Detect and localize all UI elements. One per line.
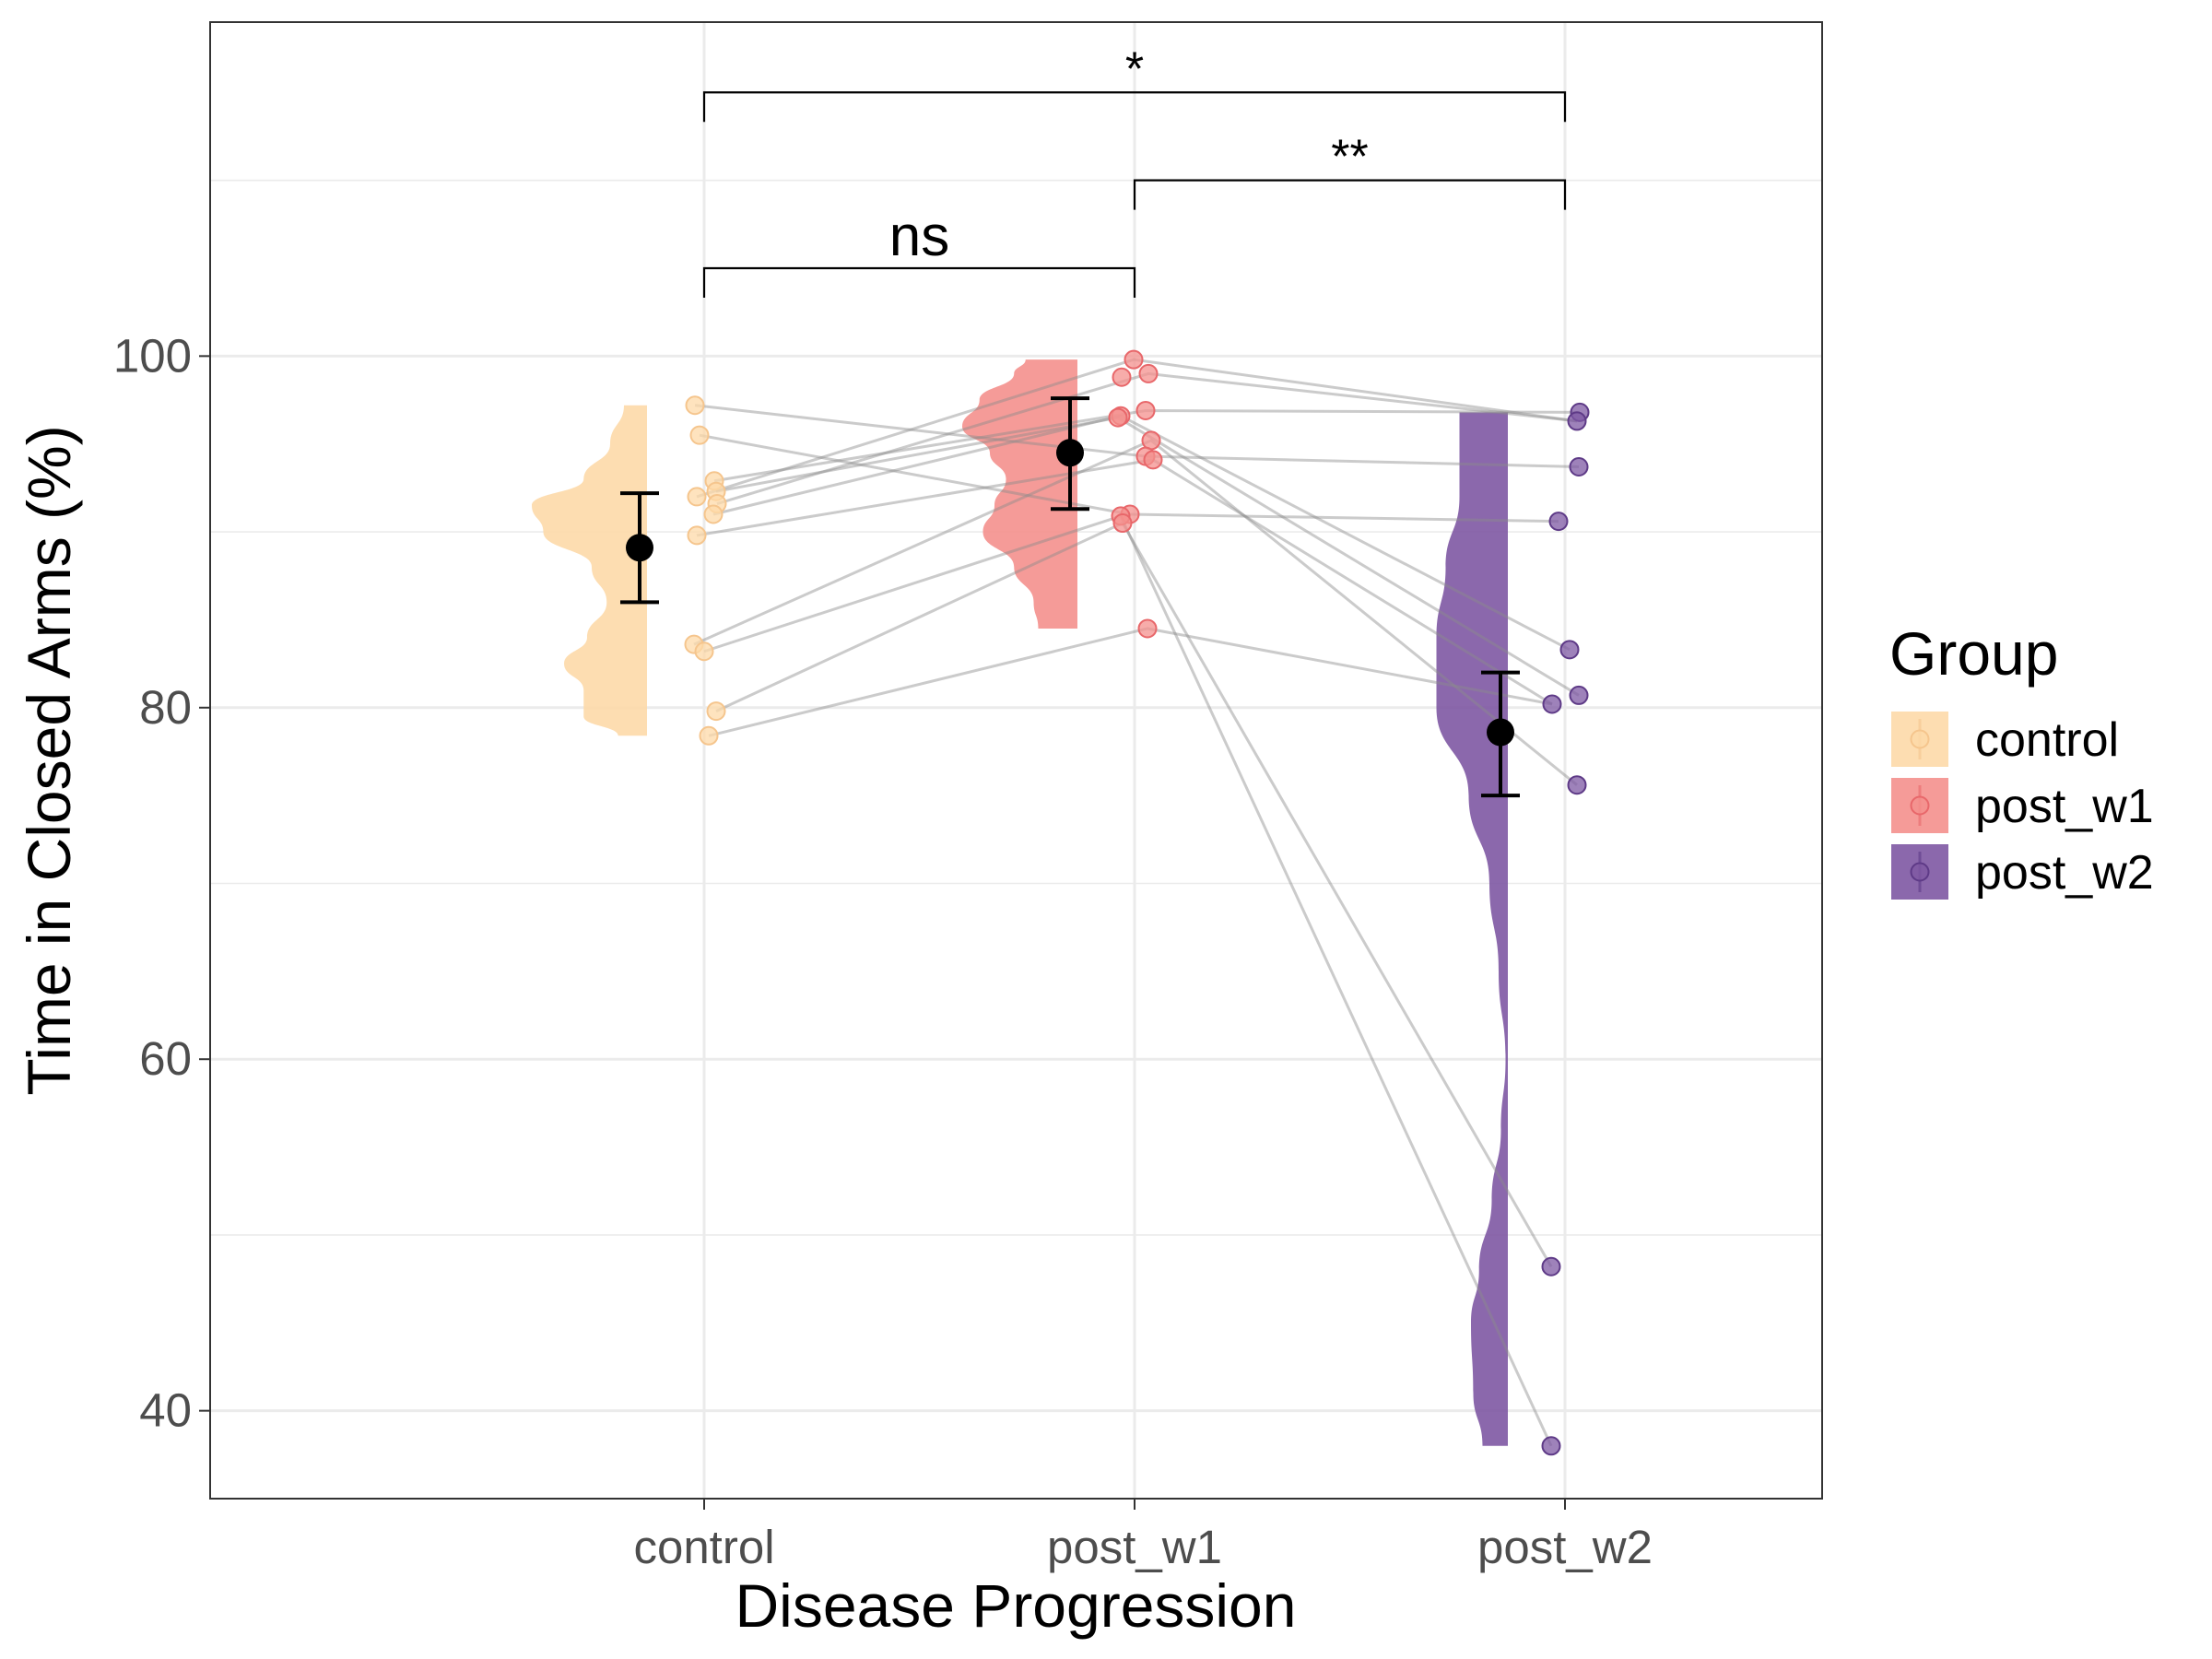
point-control-8 <box>687 525 707 546</box>
point-post_w1-3 <box>1112 367 1132 387</box>
point-post_w1-6 <box>1108 407 1128 428</box>
legend-label-post_w2: post_w2 <box>1975 846 2154 900</box>
y-tick-label-60: 60 <box>139 1032 192 1085</box>
legend-label-control: control <box>1975 713 2119 767</box>
point-post_w2-6 <box>1569 685 1589 705</box>
legend-key-point-post_w2 <box>1910 862 1930 882</box>
axes: 40 60 80 100 control post_w1 post_w2 <box>113 329 1653 1573</box>
point-post_w1-2 <box>1138 363 1159 383</box>
x-tick-label-post_w2: post_w2 <box>1477 1521 1653 1573</box>
point-post_w1-12 <box>1112 513 1133 534</box>
y-tick-label-40: 40 <box>139 1384 192 1437</box>
y-tick-label-80: 80 <box>139 681 192 734</box>
point-post_w2-7 <box>1542 694 1562 714</box>
legend-label-post_w1: post_w1 <box>1975 780 2154 833</box>
mean-error-bars <box>620 396 1520 798</box>
x-axis-title: Disease Progression <box>735 1571 1297 1640</box>
density-cloud-control <box>532 405 647 736</box>
plot-panel-border <box>209 21 1823 1500</box>
y-tick-label-100: 100 <box>113 329 192 382</box>
x-tick-label-control: control <box>633 1521 774 1573</box>
significance-label-control-post_w2: * <box>1125 42 1144 96</box>
data-points <box>684 349 1590 1456</box>
y-axis-title: Time in Closed Arms (%) <box>15 425 83 1095</box>
point-control-10 <box>694 641 714 662</box>
bracket-control-post_w2 <box>702 91 1567 123</box>
point-post_w2-10 <box>1541 1436 1561 1456</box>
legend-title: Group <box>1889 619 2058 688</box>
significance-label-post_w1-post_w2: ** <box>1331 131 1368 184</box>
point-post_w2-3 <box>1569 457 1589 477</box>
point-control-11 <box>706 701 726 722</box>
legend: Group control post_w1 post_w2 <box>1889 619 2154 900</box>
significance-brackets: ns*** <box>702 42 1567 298</box>
bracket-control-post_w1 <box>702 266 1136 298</box>
bracket-post_w1-post_w2 <box>1133 179 1567 210</box>
point-post_w1-1 <box>1124 349 1144 370</box>
point-control-1 <box>685 395 705 416</box>
significance-label-control-post_w1: ns <box>889 205 949 268</box>
mean-point-post_w1 <box>1056 439 1084 467</box>
mean-point-control <box>626 534 653 562</box>
point-post_w1-4 <box>1135 400 1156 420</box>
point-post_w2-5 <box>1559 640 1580 660</box>
point-post_w2-4 <box>1548 512 1569 532</box>
density-cloud-post_w1 <box>962 359 1077 629</box>
point-post_w1-9 <box>1143 450 1163 470</box>
point-control-12 <box>699 725 719 746</box>
legend-key-point-post_w1 <box>1910 795 1930 816</box>
point-control-5 <box>687 487 707 507</box>
point-control-2 <box>689 425 710 445</box>
point-post_w1-13 <box>1137 618 1158 639</box>
legend-keys <box>1891 712 1948 900</box>
point-post_w2-8 <box>1567 775 1587 795</box>
point-control-7 <box>703 504 724 524</box>
legend-key-point-control <box>1910 729 1930 749</box>
point-post_w1-7 <box>1141 430 1161 451</box>
x-tick-label-post_w1: post_w1 <box>1047 1521 1222 1573</box>
point-post_w2-2 <box>1567 411 1587 431</box>
mean-point-post_w2 <box>1487 718 1514 747</box>
point-post_w2-9 <box>1541 1256 1561 1277</box>
